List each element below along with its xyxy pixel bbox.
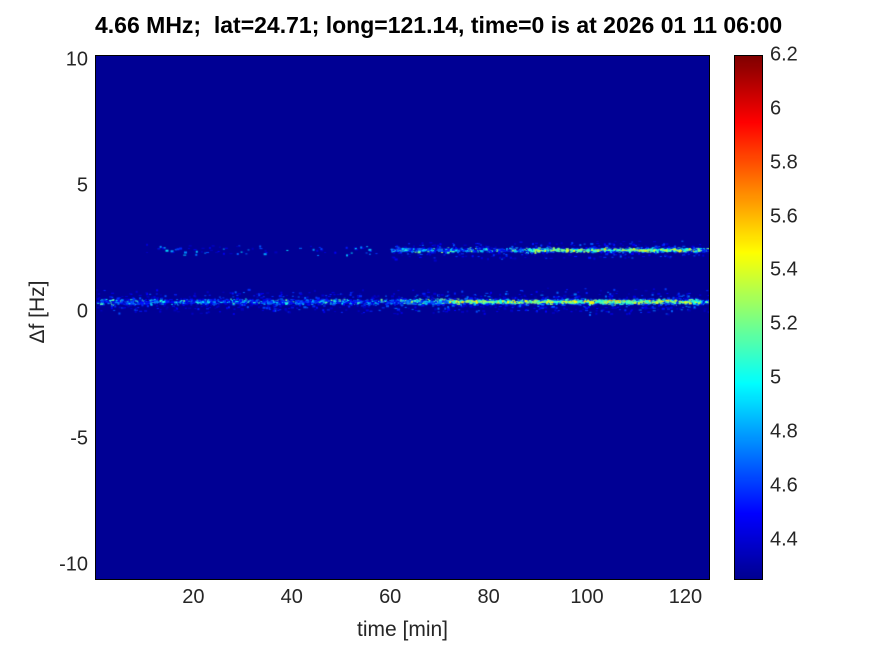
plot-area xyxy=(95,55,710,580)
x-tick-label: 60 xyxy=(379,586,402,608)
colorbar-tick-label: 5.2 xyxy=(770,312,798,335)
x-tick-label: 20 xyxy=(182,586,205,608)
colorbar-tick-label: 4.6 xyxy=(770,474,798,497)
y-tick-label: 5 xyxy=(76,174,88,197)
chart-title: 4.66 MHz; lat=24.71; long=121.14, time=0… xyxy=(95,12,783,38)
x-tick-label: 40 xyxy=(280,586,303,608)
spectrogram-canvas xyxy=(96,56,709,579)
colorbar-tick-label: 4.4 xyxy=(770,528,798,551)
colorbar-tick-label: 5.8 xyxy=(770,151,798,174)
colorbar-tick-label: 5.6 xyxy=(770,205,798,228)
y-axis-tick-labels: -10 -5 0 5 10 xyxy=(30,49,88,580)
x-axis-label: time [min] xyxy=(356,618,448,641)
colorbar-tick-labels: 4.4 4.6 4.8 5 5.2 5.4 5.6 5.8 6 6.2 xyxy=(770,44,840,580)
colorbar-tick-label: 4.8 xyxy=(770,420,798,443)
colorbar-tick-label: 6 xyxy=(770,97,782,120)
x-tick-label: 100 xyxy=(570,586,604,608)
y-tick-label: 0 xyxy=(76,300,88,323)
x-tick-label: 80 xyxy=(477,586,500,608)
colorbar xyxy=(734,55,763,580)
colorbar-gradient xyxy=(735,56,762,579)
y-tick-label: -10 xyxy=(59,553,88,576)
x-tick-label: 120 xyxy=(668,586,703,608)
x-axis-tick-labels: 20 40 60 80 100 120 xyxy=(95,586,710,610)
colorbar-tick-label: 5.4 xyxy=(770,258,798,281)
colorbar-tick-label: 6.2 xyxy=(770,43,798,66)
y-tick-label: -5 xyxy=(70,427,88,450)
y-tick-label: 10 xyxy=(65,48,88,71)
colorbar-tick-label: 5 xyxy=(770,366,782,389)
